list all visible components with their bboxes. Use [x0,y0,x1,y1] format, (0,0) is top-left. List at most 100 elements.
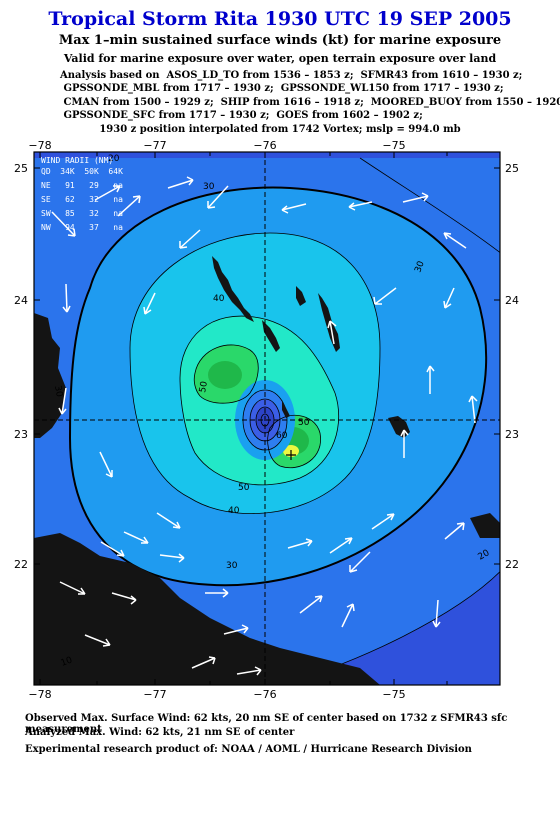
wind-arrow [468,395,478,424]
contour-label: 30 [226,561,238,571]
cuba-coast [34,533,380,685]
contour-label: 30 [203,182,215,192]
wind-arrow [341,603,355,628]
page-title: Tropical Storm Rita 1930 UTC 19 SEP 2005 [48,8,512,30]
wind-arrow [159,553,185,563]
max-wind-marker [286,450,296,460]
wind-arrow [299,595,323,614]
contour-label: 50 [238,483,250,493]
wind-arrow [84,634,111,647]
lon-label: −78 [28,139,51,152]
wind-arrow [443,232,467,249]
wind-arrow [99,451,113,478]
wind-arrow [143,292,156,315]
wind-analysis-map: 30 30 30 40 40 50 50 50 60 30 20 20 10 [0,138,560,708]
wind-arrow [348,201,373,211]
wind-radii-header: QD 34K 50K 64K [41,167,123,176]
contour-label: 60 [276,431,288,441]
contour-20-south [277,571,500,685]
wind-arrow [62,283,71,313]
inagua [470,513,500,538]
map-svg: 30 30 30 40 40 50 50 50 60 30 20 20 10 [14,139,519,701]
analysis-line: GPSSONDE_SFC from 1717 – 1930 z; GOES fr… [60,110,423,122]
contour-30 [68,186,488,587]
wind-field [34,152,500,685]
analysis-line: GPSSONDE_MBL from 1717 – 1930 z; GPSSOND… [60,83,504,95]
wind-radii-row: SE 62 32 na [41,195,123,204]
contour-label: 40 [213,294,225,304]
wind-arrow [236,666,262,676]
wind-arrow [191,656,216,669]
validity-note: Valid for marine exposure over water, op… [63,52,497,65]
wind-arrow [207,185,229,209]
wind-arrow [432,599,441,628]
analysis-line: Analysis based on ASOS_LD_TO from 1536 –… [60,70,523,81]
analyzed-max-wind: Analyzed Max. Wind: 62 kts, 21 nm SE of … [25,727,295,738]
wind-arrow [373,287,397,305]
wind-arrow [287,538,313,549]
lat-label: 25 [14,162,28,175]
core-nw [208,361,242,389]
wind-radii-table: WIND RADII (NM) QD 34K 50K 64K NE 91 29 … [41,156,123,232]
wind-arrow [400,429,409,458]
map-frame [33,151,501,686]
center-crosshair [34,152,500,685]
contour-50 [179,315,340,486]
tick-marks [34,152,500,685]
wind-arrow [426,365,435,394]
position-note: 1930 z position interpolated from 1742 V… [99,124,461,135]
contour-label: 30 [52,385,64,398]
lon-label: −78 [28,688,51,701]
andros-island [34,313,66,438]
contour-60-nw [193,344,259,404]
latitude-labels-right: 25 24 23 22 [505,162,519,571]
lon-label: −77 [143,688,166,701]
wind-radii-row: NW 94 37 na [41,223,123,232]
wind-radii-row: NE 91 29 na [41,181,123,190]
wind-radii-title: WIND RADII (NM) [41,156,113,165]
wind-arrow [281,203,307,214]
lon-label: −76 [253,139,276,152]
wind-arrow [443,287,455,309]
lat-label: 24 [14,294,28,307]
product-subtitle: Max 1–min sustained surface winds (kt) f… [58,33,502,48]
contour-label: 40 [228,506,240,516]
lat-label: 23 [505,428,519,441]
contour-label: 30 [413,260,426,274]
contour-40 [129,232,381,515]
analysis-sources: Analysis based on ASOS_LD_TO from 1536 –… [60,69,560,123]
contour-label: 10 [60,655,74,668]
wind-arrow [167,176,194,189]
contour-label: 50 [198,380,210,393]
ragged-island [282,400,290,418]
contour-labels: 30 30 30 40 40 50 50 50 60 30 20 20 10 [52,154,492,669]
lat-label: 22 [14,558,28,571]
latitude-labels-left: 25 24 23 22 [14,162,28,571]
wind-arrow [59,581,86,595]
contour-20 [359,157,500,254]
wind-arrow [402,192,429,203]
wind-arrow [58,387,67,415]
exuma-cays [212,256,254,322]
lat-label: 25 [505,162,519,175]
lon-label: −75 [382,139,405,152]
wind-radii-row: SW 85 32 na [41,209,123,218]
wind-arrow [94,185,121,201]
wind-arrow [100,541,125,557]
wind-arrow [444,522,465,540]
contour-60-se [267,414,322,468]
contour-label: 20 [108,154,120,164]
wind-arrows [51,176,478,676]
contour-label: 50 [298,418,310,428]
wind-arrow [123,531,149,544]
observed-max-wind: Observed Max. Surface Wind: 62 kts, 20 n… [25,713,508,735]
product-credit: Experimental research product of: NOAA /… [25,744,472,755]
wind-arrow [111,592,137,605]
wind-arrow [179,229,201,249]
longitude-labels-bottom: −78 −77 −76 −75 [28,688,405,701]
lon-label: −75 [382,688,405,701]
wind-arrow [156,512,181,529]
analysis-line: CMAN from 1500 – 1929 z; SHIP from 1616 … [60,96,560,108]
lon-label: −76 [253,688,276,701]
wind-arrow [329,537,353,554]
